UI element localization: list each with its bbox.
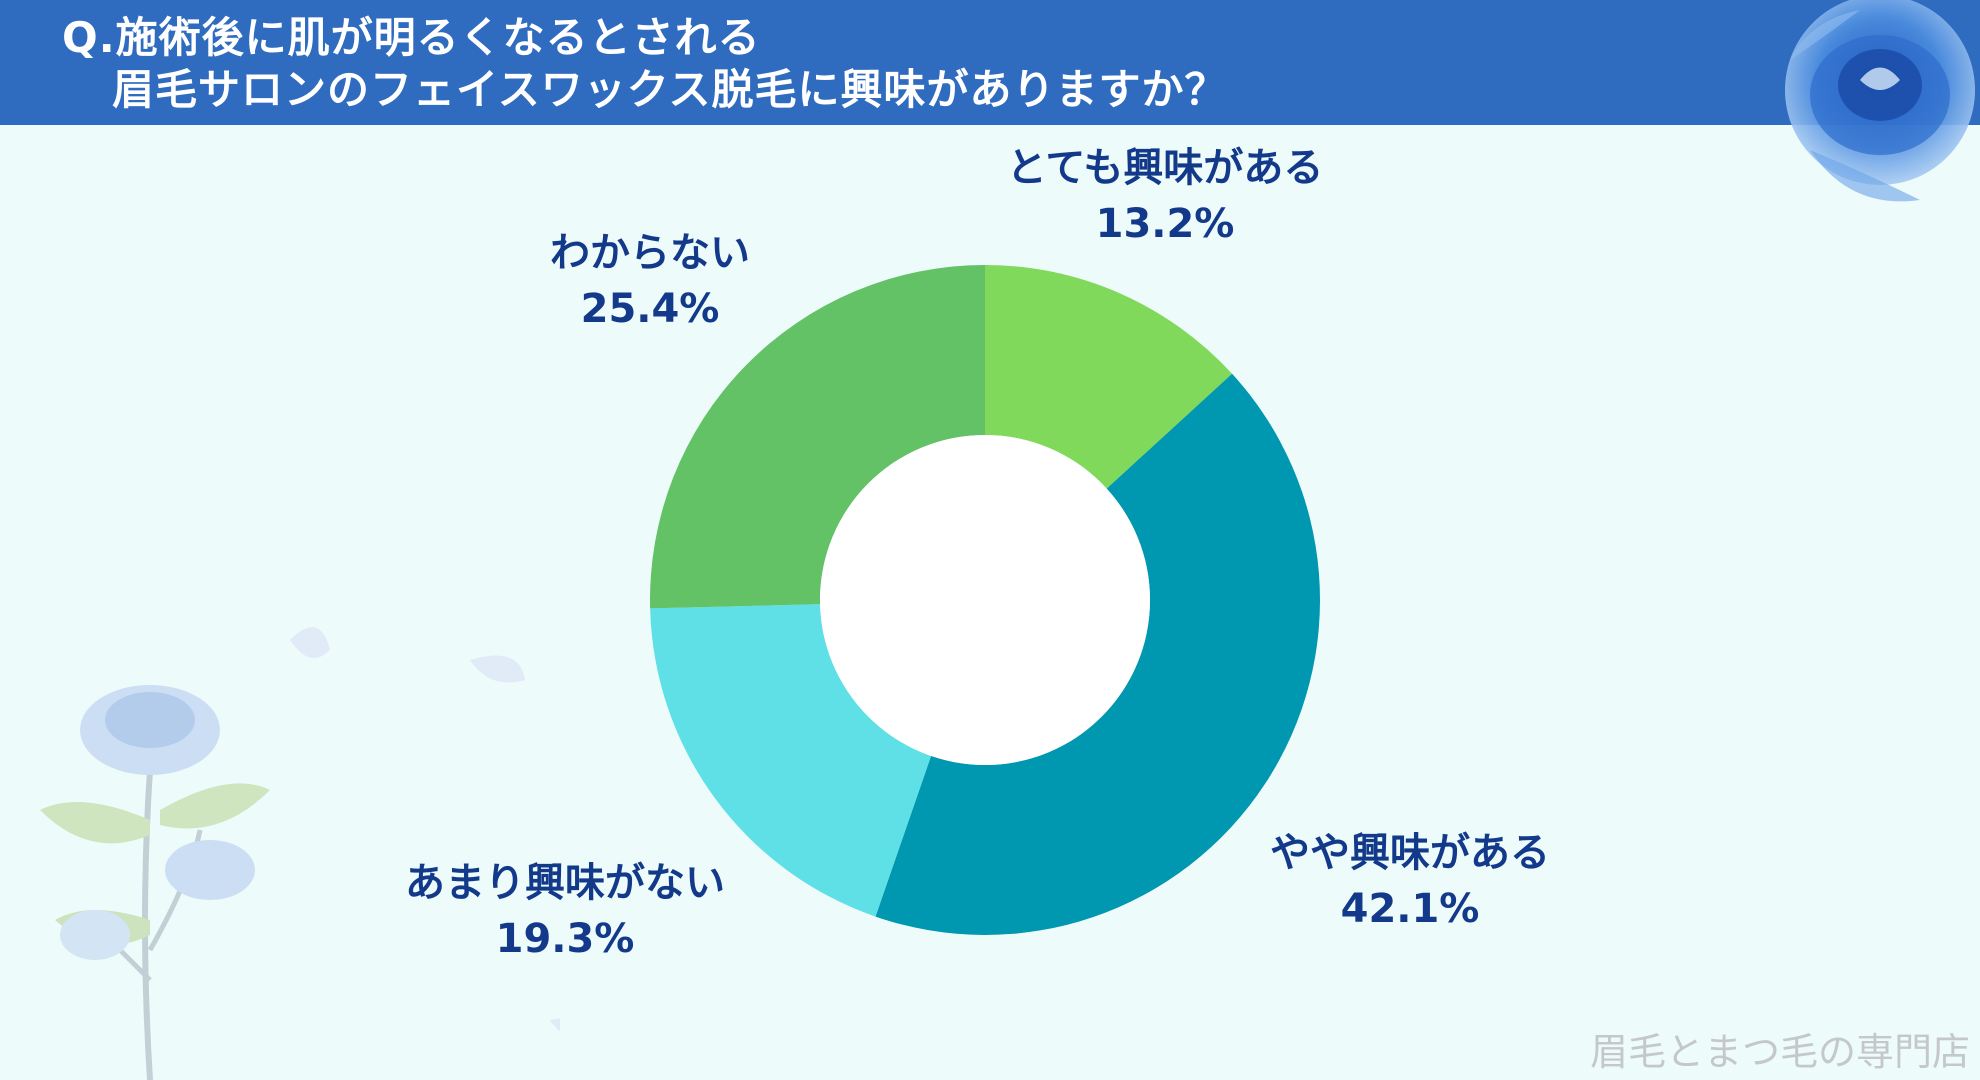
value-label: 19.3%	[495, 916, 635, 962]
label-not-very-interested: あまり興味がない 19.3%	[405, 855, 725, 967]
category-label: やや興味がある	[1270, 830, 1550, 876]
header-bar: Q.施術後に肌が明るくなるとされる 眉毛サロンのフェイスワックス脱毛に興味があり…	[0, 0, 1980, 125]
label-somewhat-interested: やや興味がある 42.1%	[1270, 825, 1550, 937]
value-label: 13.2%	[1095, 201, 1235, 247]
slice-very-interested	[985, 265, 1233, 489]
question-title: Q.施術後に肌が明るくなるとされる 眉毛サロンのフェイスワックス脱毛に興味があり…	[62, 12, 1227, 116]
slice-dont-know	[650, 265, 985, 609]
value-label: 42.1%	[1340, 886, 1480, 932]
watermark-text: 眉毛とまつ毛の専門店	[1589, 1030, 1970, 1074]
title-line-2: 眉毛サロンのフェイスワックス脱毛に興味がありますか？	[112, 65, 1228, 114]
title-line-1: Q.施術後に肌が明るくなるとされる	[62, 13, 761, 62]
blue-rose-icon	[1785, 0, 1975, 202]
value-label: 25.4%	[580, 286, 720, 332]
category-label: あまり興味がない	[405, 860, 725, 906]
label-very-interested: とても興味がある 13.2%	[1007, 140, 1324, 252]
category-label: とても興味がある	[1006, 145, 1324, 191]
rose-bouquet-icon	[40, 627, 560, 1080]
slice-somewhat-interested	[875, 373, 1320, 935]
label-dont-know: わからない 25.4%	[550, 225, 750, 337]
slice-not-very-interested	[650, 604, 932, 917]
category-label: わからない	[550, 230, 750, 276]
donut-hole	[820, 435, 1150, 765]
